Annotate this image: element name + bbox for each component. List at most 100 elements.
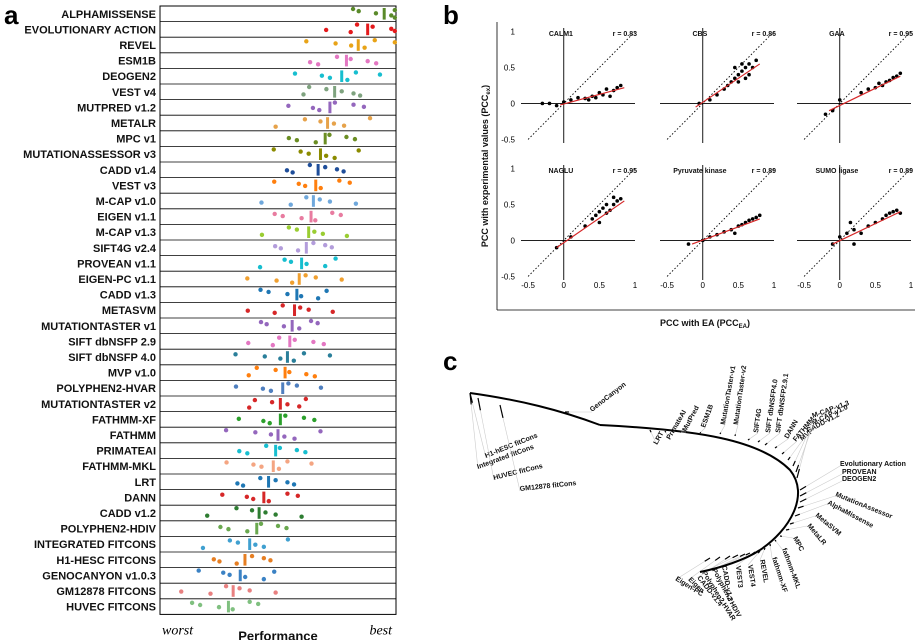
median-bar [340,70,344,82]
subplot-pyruvate-kinase: Pyruvate kinase r = 0.89 -0.5 0 0.5 1 [660,165,777,290]
subplot-r: r = 0.89 [889,168,913,175]
data-point [743,65,748,70]
data-point [615,199,619,203]
row-label: VEST v3 [112,180,156,192]
performance-point [392,28,398,34]
row-label: REVEL [119,40,156,52]
leaf-branch [477,397,481,411]
median-bar [231,585,235,597]
data-point [891,75,895,80]
median-bar [262,491,266,504]
fit-line [828,75,901,112]
row-label: CADD v1.3 [100,290,156,302]
row-label: POLYPHEN2-HDIV [60,524,156,536]
leaf-ray [757,432,771,443]
performance-point [189,600,195,606]
median-bar [238,569,242,582]
subplot-title: NAGLU [548,168,573,175]
performance-point [291,358,297,363]
data-point [877,81,881,86]
tree-branch-tail [699,549,761,573]
row-label: EVOLUTIONARY ACTION [24,24,156,36]
performance-point [272,244,278,249]
performance-point [306,151,311,156]
x-tick-label: 0 [838,281,843,290]
leaf-ray [774,438,789,449]
performance-point [291,482,297,487]
median-bar [278,398,282,410]
leaf-ray [469,392,487,459]
leaf-ray [797,495,836,509]
performance-point [306,307,311,312]
row-label: EIGEN-PC v1.1 [78,274,156,286]
performance-point [261,544,267,550]
median-bar [333,86,337,98]
subplot-r: r = 0.95 [889,31,913,38]
performance-point [344,134,349,140]
performance-point [304,195,309,200]
performance-point [216,604,222,610]
leaf-branch [732,554,739,559]
performance-point [276,466,282,472]
y-tick-label: 0.5 [504,201,516,210]
row-label: MUTPRED v1.2 [77,102,156,114]
performance-point [313,140,318,145]
performance-point [284,168,290,173]
leaf-ray [799,465,841,491]
performance-point [302,117,308,122]
row-label: GM12878 FITCONS [56,586,156,598]
leaf-label: VEST3 [734,565,743,588]
data-point [754,215,758,220]
row-label: HUVEC FITCONS [66,602,156,614]
performance-point [357,93,363,98]
performance-point [297,305,303,310]
performance-point [287,369,292,375]
median-bar [356,39,360,51]
median-bar [278,413,282,426]
performance-point [295,493,301,498]
leaf-branch [787,456,791,461]
performance-point [260,386,266,391]
performance-point [289,280,295,285]
subplot-cbs: CBS r = 0.86 [660,28,776,143]
leaf-ray [799,473,843,497]
performance-point [313,218,318,223]
leaf-ray [477,397,495,481]
data-point [740,62,744,66]
x-tick-label: 1 [909,281,914,290]
performance-point [301,415,307,420]
x-tick-label: 0 [701,281,706,290]
performance-point [235,481,240,486]
x-title-text: PCC with EA (PCC [660,318,739,328]
row-label: SIFT4G v2.4 [93,243,157,255]
performance-point [245,308,250,313]
row-label: SIFT dbNSFP 2.9 [68,336,156,348]
x-title-subscript: EA [739,324,748,330]
performance-point [233,352,238,357]
data-point [708,98,712,102]
performance-point [319,73,325,78]
performance-point [311,339,316,345]
performance-point [221,570,226,575]
data-point [594,213,598,218]
leaf-branch [664,430,667,433]
data-point [576,95,580,100]
x-tick-label: 0 [562,281,567,290]
median-bar [288,335,292,348]
performance-point [309,461,314,466]
y-tick-label: 1 [511,165,516,174]
row-label: CADD v1.4 [100,165,157,177]
performance-point [389,13,394,18]
performance-point [273,367,278,373]
performance-point [332,100,338,105]
performance-point [298,149,303,154]
leaf-ray [674,557,711,581]
performance-point [327,132,332,138]
data-point [594,95,598,100]
performance-point [318,429,323,434]
performance-point [320,231,326,236]
performance-point [227,538,233,543]
leaf-branch [739,553,746,557]
performance-point [220,492,225,497]
